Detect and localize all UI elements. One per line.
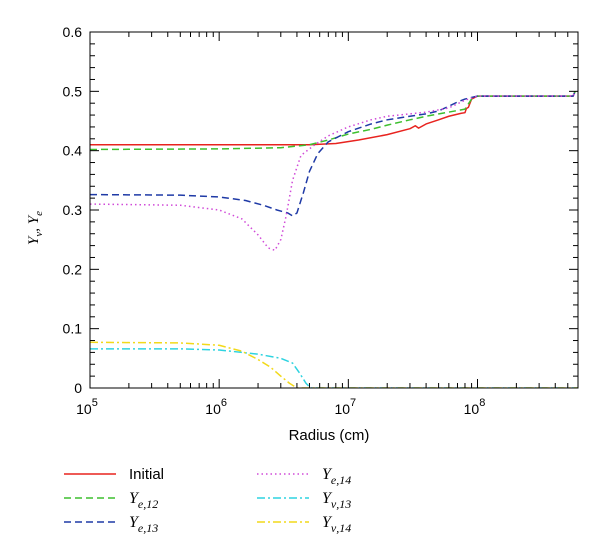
legend-label-3: Ye,13: [129, 514, 158, 535]
y-tick-label-2: 0.1: [63, 321, 83, 337]
series-line-4: [90, 91, 576, 252]
legend: Initial Ye,12 Ye,13 Ye,14 Yν,13 Yν,14: [64, 466, 351, 535]
legend-label-6: Yν,14: [322, 514, 351, 535]
x-tick-label-1: 105: [76, 397, 98, 417]
y-tick-label-7: 0.6: [63, 24, 83, 40]
x-tick-label-4: 108: [464, 397, 486, 417]
series-line-2: [90, 91, 576, 151]
plot-frame: [89, 31, 579, 389]
legend-label-5: Yν,13: [322, 490, 351, 511]
y-tick-label-5: 0.4: [63, 143, 83, 159]
x-tick-label-2: 106: [205, 397, 227, 417]
series-line-1: [90, 91, 576, 146]
y-tick-label-4: 0.3: [63, 202, 83, 218]
y-tick-label-3: 0.2: [63, 261, 83, 277]
y-tick-label-6: 0.5: [63, 83, 83, 99]
x-tick-label-3: 107: [334, 397, 356, 417]
legend-label-1: Initial: [129, 466, 164, 483]
plot-area: [89, 31, 579, 389]
axis-ticks: [89, 31, 579, 389]
series-line-6: [90, 341, 578, 388]
series-line-5: [90, 348, 578, 388]
y-axis-label: Yν, Ye: [26, 211, 45, 245]
legend-label-2: Ye,12: [129, 490, 158, 511]
tick-labels: 105 106 107 108 0 0.1 0.2 0.3 0.4 0.5 0.6: [63, 24, 486, 417]
y-tick-label-1: 0: [74, 380, 82, 396]
legend-label-4: Ye,14: [322, 466, 351, 487]
x-axis-label: Radius (cm): [289, 427, 370, 444]
series-line-3: [90, 91, 576, 217]
